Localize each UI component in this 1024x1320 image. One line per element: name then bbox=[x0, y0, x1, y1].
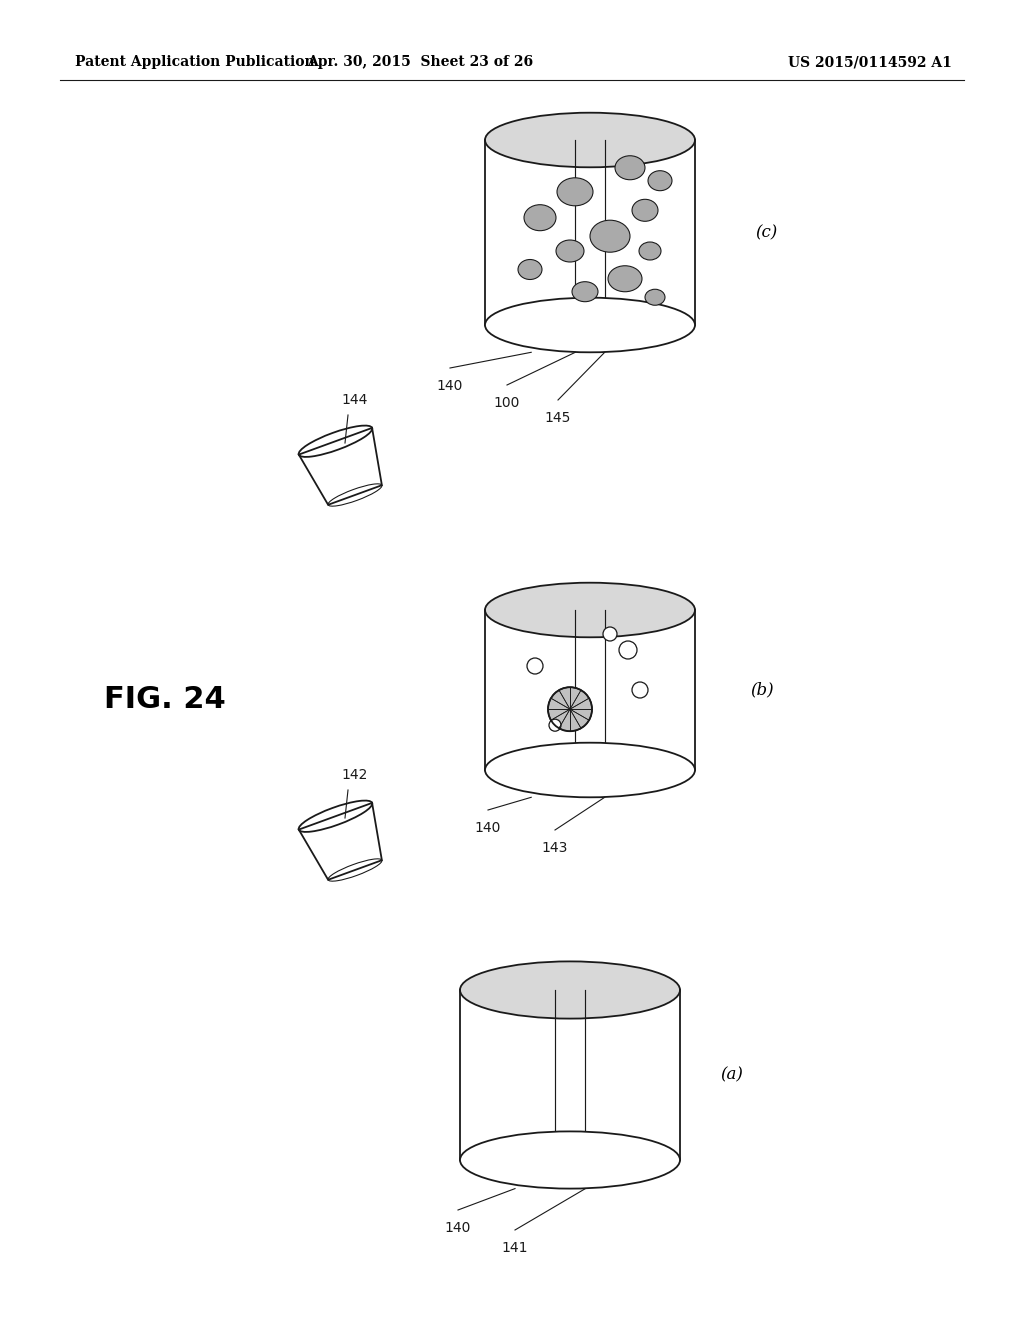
Circle shape bbox=[618, 642, 637, 659]
Bar bbox=[485, 610, 695, 770]
Text: Patent Application Publication: Patent Application Publication bbox=[75, 55, 314, 69]
Circle shape bbox=[632, 682, 648, 698]
Ellipse shape bbox=[590, 220, 630, 252]
Ellipse shape bbox=[648, 170, 672, 190]
Circle shape bbox=[527, 657, 543, 675]
Ellipse shape bbox=[485, 112, 695, 168]
Ellipse shape bbox=[460, 961, 680, 1019]
Text: 144: 144 bbox=[342, 393, 369, 407]
Ellipse shape bbox=[645, 289, 665, 305]
Ellipse shape bbox=[485, 743, 695, 797]
Ellipse shape bbox=[556, 240, 584, 261]
Text: 145: 145 bbox=[545, 411, 571, 425]
Text: Apr. 30, 2015  Sheet 23 of 26: Apr. 30, 2015 Sheet 23 of 26 bbox=[307, 55, 534, 69]
Ellipse shape bbox=[518, 260, 542, 280]
Ellipse shape bbox=[557, 178, 593, 206]
Text: 143: 143 bbox=[542, 841, 568, 855]
Text: (c): (c) bbox=[755, 224, 777, 242]
Ellipse shape bbox=[572, 281, 598, 302]
Ellipse shape bbox=[485, 298, 695, 352]
Text: FIG. 24: FIG. 24 bbox=[104, 685, 226, 714]
Ellipse shape bbox=[608, 265, 642, 292]
Text: (b): (b) bbox=[750, 681, 773, 698]
Ellipse shape bbox=[524, 205, 556, 231]
Ellipse shape bbox=[632, 199, 658, 222]
Text: 100: 100 bbox=[494, 396, 520, 411]
Circle shape bbox=[603, 627, 617, 642]
Text: US 2015/0114592 A1: US 2015/0114592 A1 bbox=[788, 55, 952, 69]
Ellipse shape bbox=[460, 1131, 680, 1188]
Circle shape bbox=[549, 719, 561, 731]
Text: 141: 141 bbox=[502, 1241, 528, 1255]
Text: 140: 140 bbox=[444, 1221, 471, 1236]
Text: (a): (a) bbox=[720, 1067, 742, 1084]
Ellipse shape bbox=[485, 582, 695, 638]
Text: 142: 142 bbox=[342, 768, 369, 781]
Ellipse shape bbox=[639, 242, 662, 260]
Bar bbox=[460, 990, 680, 1160]
Text: 140: 140 bbox=[475, 821, 501, 836]
Text: 140: 140 bbox=[437, 379, 463, 393]
Circle shape bbox=[548, 688, 592, 731]
Ellipse shape bbox=[615, 156, 645, 180]
Bar bbox=[485, 140, 695, 325]
